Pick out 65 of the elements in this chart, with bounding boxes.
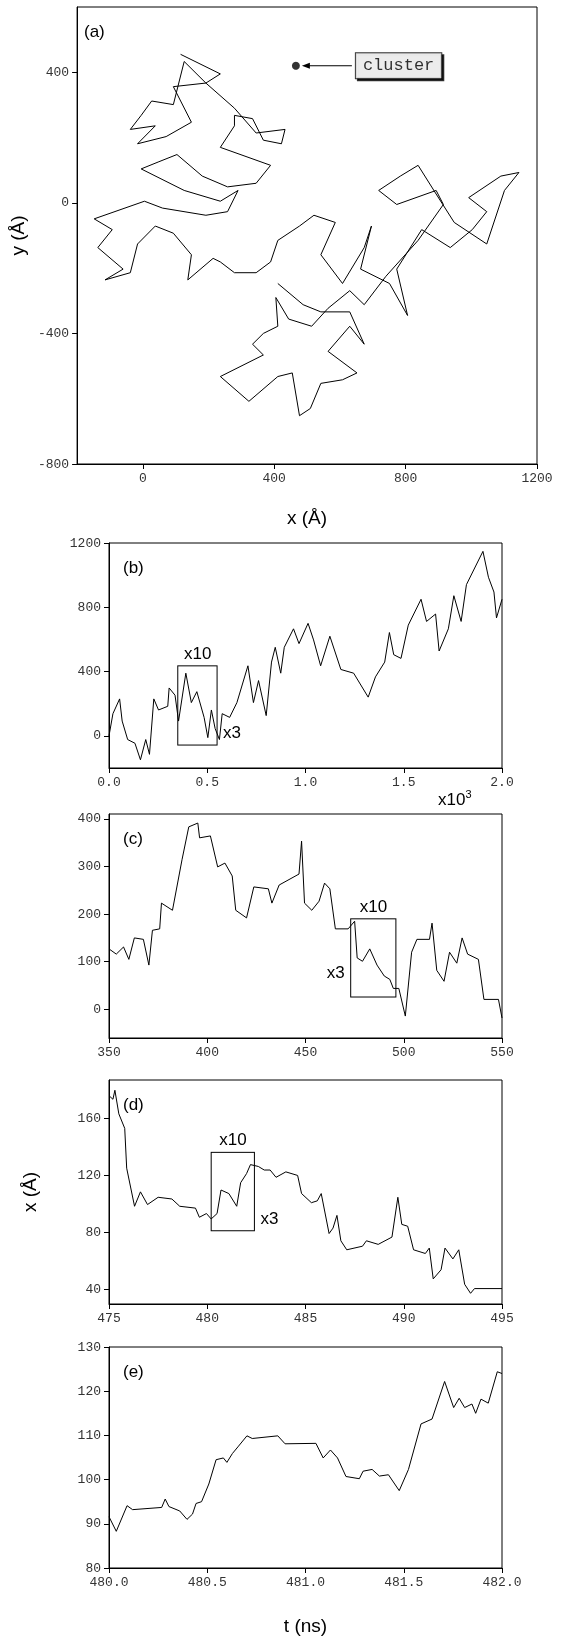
annotation: x10 <box>219 1130 247 1150</box>
y-tick-label: 0 <box>61 195 70 211</box>
annotation: (d) <box>123 1095 144 1114</box>
x-tick-label: 480 <box>195 1311 219 1326</box>
y-tick-label: 0 <box>93 728 101 744</box>
x-tick-label: 475 <box>97 1311 121 1326</box>
y-tick-label: 800 <box>77 599 101 615</box>
y-tick-label: 400 <box>77 664 101 680</box>
y-tick-label: -400 <box>37 325 70 341</box>
annotation: x3 <box>326 963 345 982</box>
x-tick-label: 1.0 <box>293 775 318 790</box>
x-tick-label: 1.5 <box>392 775 416 790</box>
x-tick-label: 490 <box>392 1311 416 1326</box>
annotation: x3 <box>260 1208 279 1228</box>
x-tick-label: 350 <box>97 1045 121 1060</box>
x-tick-label: 400 <box>262 471 286 486</box>
x-tick-label: 482.0 <box>482 1575 522 1590</box>
y-tick-label: 300 <box>77 858 101 874</box>
y-tick-label: 120 <box>77 1383 101 1399</box>
y-tick-label: 1200 <box>69 535 101 551</box>
x-tick-label: 481.0 <box>285 1575 326 1590</box>
y-tick-label: 90 <box>85 1516 101 1532</box>
annotation: (a) <box>84 22 105 41</box>
x-tick-label: 450 <box>293 1045 318 1060</box>
x-tick-label: 550 <box>490 1045 514 1060</box>
x-tick-label: 1200 <box>521 471 553 486</box>
y-axis-title: y (Å) <box>7 215 28 256</box>
y-tick-label: 160 <box>77 1111 101 1127</box>
x-tick-label: 2.0 <box>490 775 514 790</box>
x-tick-label: 480.0 <box>89 1575 129 1590</box>
x-axis-title: t (ns) <box>283 1615 328 1636</box>
y-tick-label: 80 <box>85 1225 101 1241</box>
y-tick-label: 100 <box>77 1472 101 1488</box>
y-tick-label: -800 <box>37 456 70 472</box>
x-tick-label: 0.5 <box>195 775 219 790</box>
y-axis-title: x (Å) <box>19 1171 40 1213</box>
y-tick-label: 120 <box>77 1168 101 1184</box>
x-tick-label: 500 <box>392 1045 416 1060</box>
x-tick-label: 485 <box>293 1311 318 1326</box>
x-tick-label: 495 <box>490 1311 514 1326</box>
y-tick-label: 40 <box>85 1282 101 1298</box>
y-tick-label: 110 <box>77 1427 101 1443</box>
annotation: x10 <box>359 896 388 916</box>
line-series <box>93 53 520 417</box>
y-tick-label: 400 <box>45 64 70 80</box>
annotation: (c) <box>123 829 143 848</box>
x-tick-label: 400 <box>195 1045 219 1060</box>
y-tick-label: 0 <box>93 1001 101 1017</box>
x-tick-label: 481.5 <box>384 1575 424 1590</box>
annotation: x10 <box>183 643 212 663</box>
text: x10$^{3}$ <box>438 787 472 809</box>
x-tick-label: 0 <box>138 471 147 486</box>
x-tick-label: 0.0 <box>97 775 121 790</box>
legend-label: cluster <box>362 56 435 76</box>
y-tick-label: 100 <box>77 954 101 970</box>
y-tick-label: 200 <box>77 906 101 922</box>
annotation: (e) <box>123 1362 144 1381</box>
x-axis-title: x (Å) <box>287 507 328 528</box>
annotation: x3 <box>223 723 242 743</box>
x-tick-label: 800 <box>393 471 418 486</box>
annotation: (b) <box>123 558 144 577</box>
y-tick-label: 130 <box>77 1339 101 1355</box>
y-tick-label: 400 <box>77 811 101 827</box>
y-tick-label: 80 <box>85 1560 101 1576</box>
x-tick-label: 480.5 <box>187 1575 227 1590</box>
